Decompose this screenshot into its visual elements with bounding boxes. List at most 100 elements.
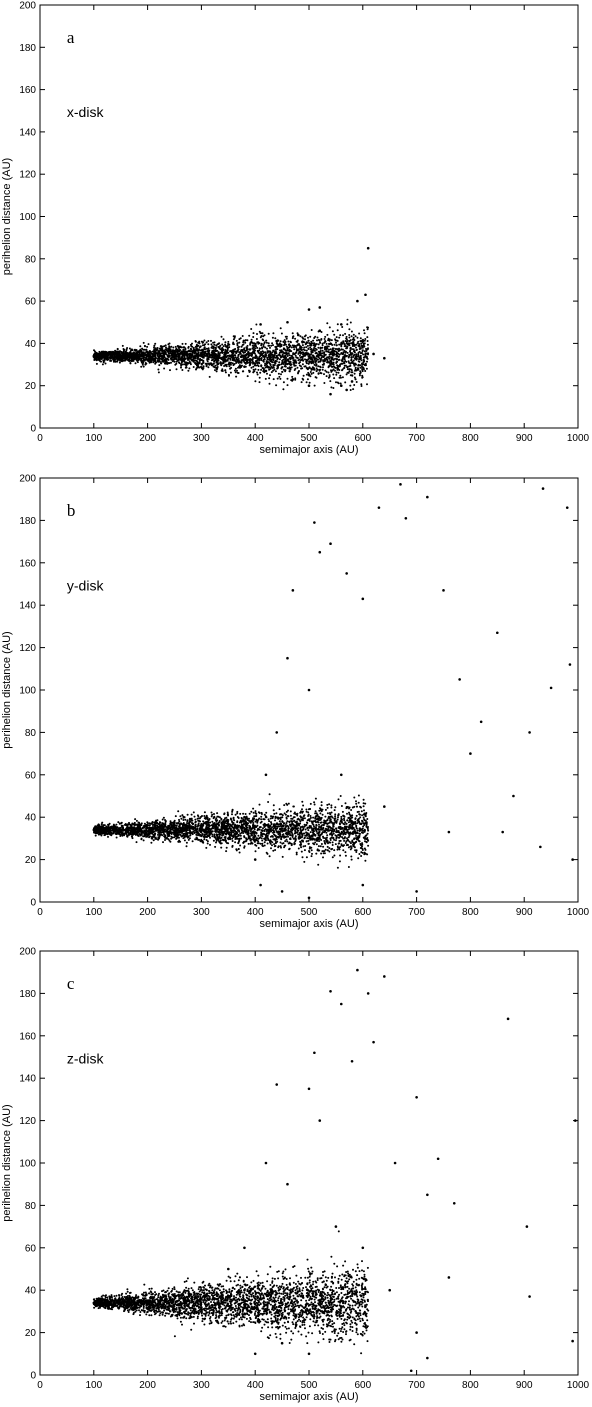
scatter-point <box>307 358 310 361</box>
scatter-point <box>285 822 288 824</box>
scatter-point <box>366 360 368 363</box>
scatter-point <box>294 832 297 834</box>
scatter-point <box>141 347 144 350</box>
scatter-point <box>128 347 131 350</box>
scatter-point <box>258 376 261 379</box>
x-tick-label: 100 <box>85 433 102 444</box>
scatter-point <box>306 378 309 381</box>
scatter-point <box>349 353 352 356</box>
scatter-point <box>213 341 216 344</box>
scatter-point <box>356 342 359 345</box>
scatter-point <box>205 347 208 350</box>
scatter-point <box>298 370 300 372</box>
scatter-point <box>168 342 171 345</box>
scatter-point <box>299 346 301 349</box>
scatter-point <box>187 357 190 360</box>
scatter-point <box>163 350 165 353</box>
data-point <box>339 384 343 388</box>
scatter-point <box>168 362 171 365</box>
scatter-point <box>273 354 276 356</box>
scatter-point <box>257 840 260 843</box>
scatter-point <box>301 336 304 339</box>
scatter-point <box>226 359 229 362</box>
scatter-point <box>217 363 220 366</box>
scatter-point <box>133 358 136 361</box>
scatter-point <box>261 346 263 349</box>
scatter-point <box>362 368 365 371</box>
scatter-point <box>249 842 252 845</box>
scatter-point <box>185 364 188 367</box>
scatter-point <box>231 813 233 816</box>
scatter-point <box>105 357 108 360</box>
scatter-point <box>241 825 244 828</box>
scatter-point <box>246 339 249 342</box>
scatter-point <box>210 346 213 349</box>
y-axis-label: perihelion distance (AU) <box>1 158 13 275</box>
scatter-point <box>283 347 286 350</box>
scatter-point <box>327 371 330 374</box>
scatter-point <box>202 367 205 369</box>
scatter-point <box>237 354 240 357</box>
scatter-point <box>363 339 366 342</box>
scatter-point <box>95 359 98 362</box>
x-tick-label: 500 <box>301 433 318 444</box>
scatter-point <box>121 344 124 347</box>
scatter-point <box>223 357 225 360</box>
scatter-point <box>260 364 263 367</box>
scatter-point <box>272 344 274 347</box>
scatter-point <box>239 352 242 355</box>
scatter-point <box>358 853 361 855</box>
scatter-point <box>339 795 342 797</box>
scatter-point <box>159 352 162 355</box>
x-tick-label: 200 <box>139 433 156 444</box>
scatter-point <box>300 381 303 384</box>
scatter-point <box>112 353 114 356</box>
scatter-point <box>335 371 338 374</box>
scatter-point <box>303 349 306 352</box>
scatter-point <box>283 804 286 807</box>
scatter-point <box>141 360 144 363</box>
scatter-point <box>122 359 125 362</box>
scatter-point <box>320 804 323 807</box>
scatter-point <box>315 352 318 355</box>
scatter-point <box>256 364 259 367</box>
scatter-point <box>333 849 336 852</box>
scatter-point <box>333 854 336 857</box>
scatter-point <box>350 371 353 374</box>
scatter-point <box>287 349 289 352</box>
scatter-point <box>217 342 220 345</box>
scatter-point <box>278 354 281 357</box>
scatter-point <box>143 344 146 347</box>
scatter-point <box>269 346 271 349</box>
scatter-point <box>132 354 135 357</box>
scatter-point <box>344 381 347 384</box>
scatter-point <box>126 352 129 354</box>
data-point <box>286 320 289 324</box>
data-point <box>243 365 246 368</box>
scatter-point <box>99 360 102 363</box>
scatter-point <box>311 354 314 357</box>
scatter-point <box>183 359 186 362</box>
data-point <box>103 356 106 360</box>
scatter-point <box>128 359 131 362</box>
scatter-point <box>186 813 189 816</box>
scatter-point <box>341 376 344 379</box>
scatter-point <box>310 348 313 350</box>
scatter-point <box>158 347 161 350</box>
scatter-point <box>299 350 302 353</box>
scatter-point <box>176 345 179 347</box>
scatter-point <box>323 353 326 355</box>
scatter-point <box>261 350 264 353</box>
scatter-point <box>357 368 360 371</box>
scatter-point <box>246 375 249 378</box>
scatter-point <box>174 363 177 366</box>
scatter-point <box>283 365 286 368</box>
scatter-point <box>213 343 216 346</box>
scatter-point <box>325 370 328 373</box>
scatter-point <box>343 343 346 346</box>
scatter-point <box>137 835 140 837</box>
scatter-point <box>189 343 192 346</box>
scatter-point <box>201 344 204 347</box>
scatter-point <box>113 357 116 360</box>
scatter-point <box>145 351 148 354</box>
